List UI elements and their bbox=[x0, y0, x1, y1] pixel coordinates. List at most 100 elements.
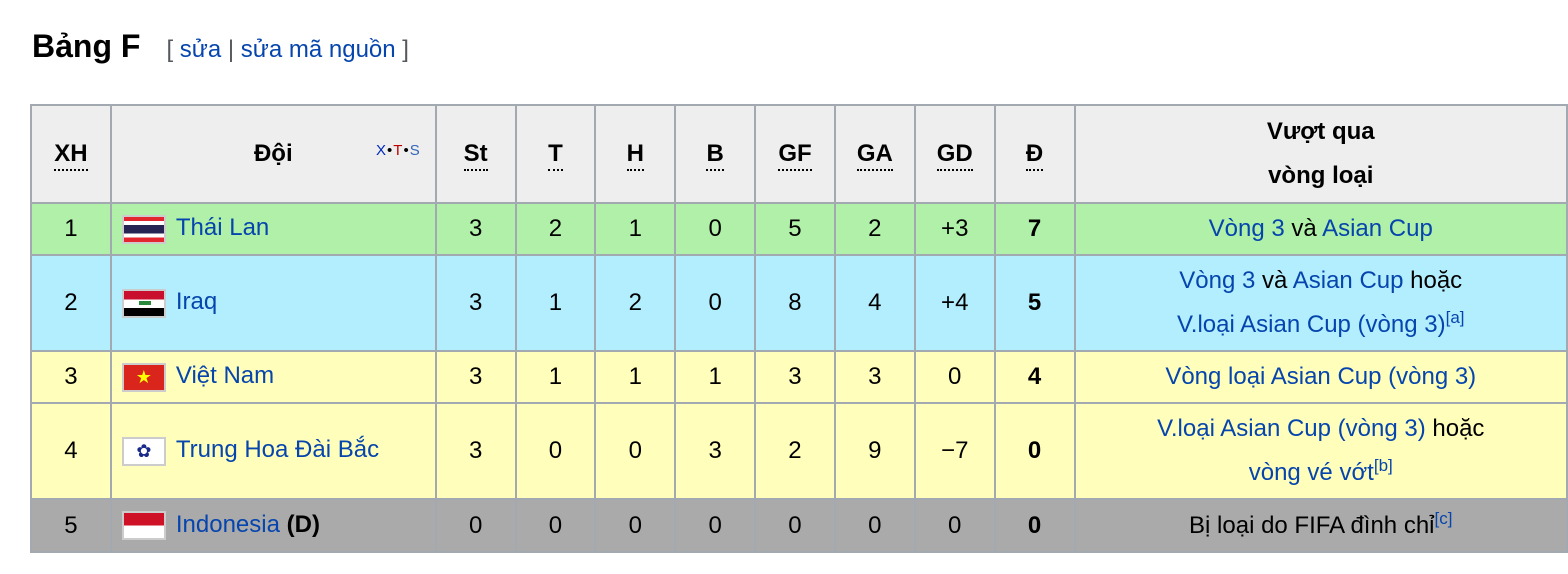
header-team-label: Đội bbox=[253, 140, 293, 167]
header-ga-label: GA bbox=[856, 140, 893, 171]
stat-ga: 2 bbox=[833, 202, 916, 256]
header-won: T bbox=[514, 104, 597, 204]
header-team: Đội X•T•S bbox=[109, 104, 437, 204]
stat-l: 0 bbox=[674, 254, 757, 352]
header-ga: GA bbox=[833, 104, 916, 204]
iraq-flag-icon bbox=[121, 288, 166, 318]
team-cell: Indonesia (D) bbox=[109, 498, 437, 553]
stat-gd: 0 bbox=[913, 350, 996, 404]
stat-gd: −7 bbox=[913, 402, 996, 500]
stat-points: 4 bbox=[993, 350, 1076, 404]
qualification-link[interactable]: Vòng 3 bbox=[1179, 267, 1256, 294]
indonesia-flag-icon bbox=[121, 511, 166, 541]
section-title: Bảng F bbox=[32, 28, 141, 64]
stat-ga: 3 bbox=[833, 350, 916, 404]
team-link[interactable]: Thái Lan bbox=[175, 214, 270, 242]
header-points-label: Đ bbox=[1025, 140, 1044, 171]
stat-d: 1 bbox=[594, 202, 677, 256]
stat-d: 0 bbox=[594, 402, 677, 500]
team-cell: Iraq bbox=[109, 254, 437, 352]
qualification-link[interactable]: Asian Cup bbox=[1292, 267, 1404, 294]
team-link[interactable]: Việt Nam bbox=[175, 362, 275, 390]
header-drawn-label: H bbox=[626, 140, 644, 171]
header-gf: GF bbox=[754, 104, 836, 204]
header-qualification: Vượt qua vòng loại bbox=[1073, 104, 1568, 204]
qualification-link[interactable]: V.loại Asian Cup (vòng 3) bbox=[1157, 415, 1426, 442]
team-link[interactable]: Indonesia bbox=[175, 510, 280, 538]
stat-gf: 0 bbox=[754, 498, 836, 553]
qualification-cell: Vòng 3 và Asian Cup bbox=[1073, 202, 1568, 256]
stat-pld: 3 bbox=[434, 254, 517, 352]
view-link[interactable]: X bbox=[375, 142, 387, 159]
stat-pld: 3 bbox=[434, 402, 517, 500]
table-row: 1 Thái Lan 3 2 1 0 5 2 +3 7 Vòng 3 và Asian Cup bbox=[30, 202, 1568, 256]
stat-ga: 4 bbox=[833, 254, 916, 352]
edit-section-links: [ sửa | sửa mã nguồn ] bbox=[166, 36, 409, 64]
header-qual-line2: vòng loại bbox=[1268, 162, 1374, 189]
edit-source-link[interactable]: sửa mã nguồn bbox=[240, 36, 396, 63]
table-row: 5 Indonesia (D) 0 0 0 0 0 0 0 0 Bị loại do FIFA đ… bbox=[30, 498, 1568, 553]
team-cell: ★ Việt Nam bbox=[109, 350, 437, 404]
team-link[interactable]: Iraq bbox=[175, 288, 218, 316]
header-row: XH Đội X•T•S St T H B GF GA GD Đ Vượt qu… bbox=[30, 104, 1568, 204]
stat-w: 1 bbox=[514, 350, 597, 404]
thailand-flag-icon bbox=[121, 214, 166, 244]
stat-gf: 5 bbox=[754, 202, 836, 256]
qualification-text: Bị loại do FIFA đình chỉ bbox=[1189, 511, 1435, 539]
bracket: ] bbox=[402, 36, 409, 63]
team-cell: ✿ Trung Hoa Đài Bắc bbox=[109, 402, 437, 500]
stat-l: 1 bbox=[674, 350, 757, 404]
stat-gd: +4 bbox=[913, 254, 996, 352]
separator: | bbox=[227, 36, 235, 63]
position: 3 bbox=[30, 350, 112, 404]
talk-link[interactable]: T bbox=[393, 142, 404, 159]
qualification-text: và bbox=[1284, 215, 1323, 242]
header-gd-label: GD bbox=[936, 140, 973, 171]
edit-template-link[interactable]: S bbox=[409, 142, 421, 159]
qualification-cell: Vòng loại Asian Cup (vòng 3) bbox=[1073, 350, 1568, 404]
edit-link[interactable]: sửa bbox=[179, 36, 222, 63]
qualification-link[interactable]: Vòng 3 bbox=[1208, 215, 1285, 242]
footnote-link[interactable]: [b] bbox=[1373, 456, 1393, 475]
stat-d: 0 bbox=[594, 498, 677, 553]
stat-gd: +3 bbox=[913, 202, 996, 256]
stat-l: 0 bbox=[674, 202, 757, 256]
position: 1 bbox=[30, 202, 112, 256]
header-lost-label: B bbox=[706, 140, 724, 171]
stat-w: 0 bbox=[514, 402, 597, 500]
stat-pld: 3 bbox=[434, 202, 517, 256]
qualification-text: hoặc bbox=[1403, 267, 1463, 294]
header-played: St bbox=[434, 104, 517, 204]
table-row: 2 Iraq 3 1 2 0 8 4 +4 5 Vòng 3 và Asian Cup hoặc V… bbox=[30, 254, 1568, 352]
team-suffix: (D) bbox=[286, 510, 320, 538]
stat-ga: 0 bbox=[833, 498, 916, 553]
header-pos: XH bbox=[30, 104, 112, 204]
stat-gd: 0 bbox=[913, 498, 996, 553]
stat-ga: 9 bbox=[833, 402, 916, 500]
footnote-link[interactable]: [c] bbox=[1434, 508, 1453, 528]
footnote-link[interactable]: [a] bbox=[1445, 308, 1465, 327]
stat-w: 2 bbox=[514, 202, 597, 256]
stat-d: 2 bbox=[594, 254, 677, 352]
qualification-link[interactable]: vòng vé vớt bbox=[1248, 459, 1374, 486]
stat-gf: 3 bbox=[754, 350, 836, 404]
team-link[interactable]: Trung Hoa Đài Bắc bbox=[175, 436, 380, 464]
bracket: [ bbox=[166, 36, 174, 63]
stat-gf: 2 bbox=[754, 402, 836, 500]
qualification-link[interactable]: Vòng loại Asian Cup (vòng 3) bbox=[1165, 363, 1477, 390]
position: 2 bbox=[30, 254, 112, 352]
section-heading: Bảng F [ sửa | sửa mã nguồn ] bbox=[32, 28, 409, 65]
header-played-label: St bbox=[463, 140, 488, 171]
qualification-link[interactable]: V.loại Asian Cup (vòng 3) bbox=[1176, 311, 1446, 338]
stat-points: 5 bbox=[993, 254, 1076, 352]
stat-gf: 8 bbox=[754, 254, 836, 352]
stat-points: 0 bbox=[993, 402, 1076, 500]
qualification-cell: V.loại Asian Cup (vòng 3) hoặc vòng vé vớ… bbox=[1073, 402, 1568, 500]
qualification-text: hoặc bbox=[1425, 415, 1485, 442]
stat-w: 1 bbox=[514, 254, 597, 352]
header-qual-line1: Vượt qua bbox=[1266, 118, 1375, 145]
stat-d: 1 bbox=[594, 350, 677, 404]
qualification-link[interactable]: Asian Cup bbox=[1322, 215, 1433, 242]
stat-pld: 0 bbox=[434, 498, 517, 553]
header-drawn: H bbox=[594, 104, 677, 204]
